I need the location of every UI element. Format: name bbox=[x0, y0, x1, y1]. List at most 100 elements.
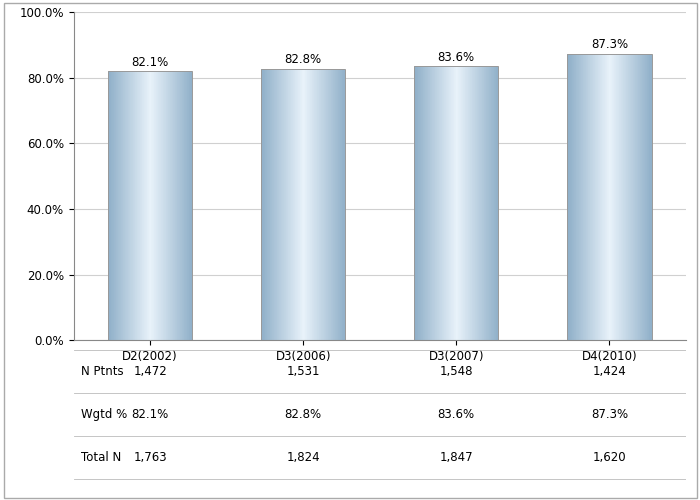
Bar bbox=[332, 69, 333, 340]
Bar bbox=[276, 69, 277, 340]
Text: 87.3%: 87.3% bbox=[591, 38, 628, 52]
Bar bbox=[329, 69, 330, 340]
Bar bbox=[468, 66, 469, 340]
Bar bbox=[421, 66, 422, 340]
Bar bbox=[314, 69, 315, 340]
Bar bbox=[148, 71, 149, 340]
Bar bbox=[179, 71, 180, 340]
Bar bbox=[290, 69, 291, 340]
Text: Wgtd %: Wgtd % bbox=[81, 408, 127, 421]
Bar bbox=[614, 54, 615, 340]
Bar bbox=[567, 54, 652, 340]
Bar bbox=[292, 69, 293, 340]
Bar bbox=[610, 54, 611, 340]
Bar bbox=[270, 69, 271, 340]
Bar bbox=[168, 71, 169, 340]
Bar bbox=[580, 54, 581, 340]
Bar bbox=[189, 71, 190, 340]
Bar bbox=[592, 54, 593, 340]
Bar bbox=[111, 71, 112, 340]
Bar bbox=[594, 54, 595, 340]
Bar bbox=[603, 54, 604, 340]
Bar bbox=[139, 71, 140, 340]
Bar bbox=[133, 71, 134, 340]
Bar bbox=[299, 69, 300, 340]
Bar bbox=[444, 66, 445, 340]
Bar bbox=[431, 66, 432, 340]
Bar bbox=[108, 71, 192, 340]
Bar bbox=[489, 66, 490, 340]
Bar bbox=[415, 66, 416, 340]
Bar bbox=[188, 71, 189, 340]
Bar bbox=[180, 71, 181, 340]
Bar bbox=[438, 66, 439, 340]
Bar bbox=[636, 54, 637, 340]
Bar bbox=[336, 69, 337, 340]
Bar bbox=[435, 66, 436, 340]
Bar bbox=[634, 54, 635, 340]
Bar bbox=[455, 66, 456, 340]
Bar bbox=[453, 66, 454, 340]
Bar bbox=[622, 54, 623, 340]
Bar bbox=[627, 54, 628, 340]
Bar bbox=[572, 54, 573, 340]
Bar bbox=[608, 54, 609, 340]
Bar bbox=[625, 54, 626, 340]
Bar bbox=[297, 69, 298, 340]
Bar bbox=[595, 54, 596, 340]
Bar bbox=[161, 71, 162, 340]
Bar bbox=[116, 71, 117, 340]
Bar bbox=[166, 71, 167, 340]
Bar bbox=[273, 69, 274, 340]
Bar bbox=[165, 71, 166, 340]
Bar bbox=[414, 66, 415, 340]
Bar bbox=[475, 66, 476, 340]
Bar bbox=[298, 69, 299, 340]
Bar bbox=[264, 69, 265, 340]
Bar bbox=[338, 69, 339, 340]
Bar bbox=[330, 69, 331, 340]
Bar bbox=[460, 66, 461, 340]
Bar bbox=[279, 69, 280, 340]
Bar bbox=[127, 71, 128, 340]
Bar bbox=[631, 54, 632, 340]
Bar bbox=[147, 71, 148, 340]
Bar bbox=[163, 71, 164, 340]
Bar bbox=[458, 66, 459, 340]
Text: 1,847: 1,847 bbox=[440, 450, 473, 464]
Bar bbox=[296, 69, 297, 340]
Bar bbox=[306, 69, 307, 340]
Bar bbox=[648, 54, 649, 340]
Bar bbox=[481, 66, 482, 340]
Bar bbox=[145, 71, 146, 340]
Bar bbox=[118, 71, 119, 340]
Text: 1,424: 1,424 bbox=[593, 365, 626, 378]
Bar bbox=[452, 66, 453, 340]
Bar bbox=[485, 66, 486, 340]
Bar bbox=[496, 66, 497, 340]
Bar bbox=[271, 69, 272, 340]
Bar bbox=[138, 71, 139, 340]
Bar bbox=[628, 54, 629, 340]
Bar bbox=[274, 69, 275, 340]
Bar bbox=[263, 69, 264, 340]
Bar bbox=[650, 54, 651, 340]
Bar bbox=[339, 69, 340, 340]
Bar bbox=[135, 71, 136, 340]
Bar bbox=[280, 69, 281, 340]
Bar bbox=[141, 71, 142, 340]
Bar bbox=[456, 66, 457, 340]
Bar bbox=[447, 66, 448, 340]
Bar bbox=[300, 69, 301, 340]
Bar bbox=[325, 69, 326, 340]
Text: 82.8%: 82.8% bbox=[285, 408, 322, 421]
Bar bbox=[575, 54, 577, 340]
Bar bbox=[602, 54, 603, 340]
Bar bbox=[344, 69, 345, 340]
Bar bbox=[122, 71, 123, 340]
Bar bbox=[434, 66, 435, 340]
Bar bbox=[121, 71, 122, 340]
Bar bbox=[130, 71, 131, 340]
Bar bbox=[316, 69, 317, 340]
Bar bbox=[113, 71, 114, 340]
